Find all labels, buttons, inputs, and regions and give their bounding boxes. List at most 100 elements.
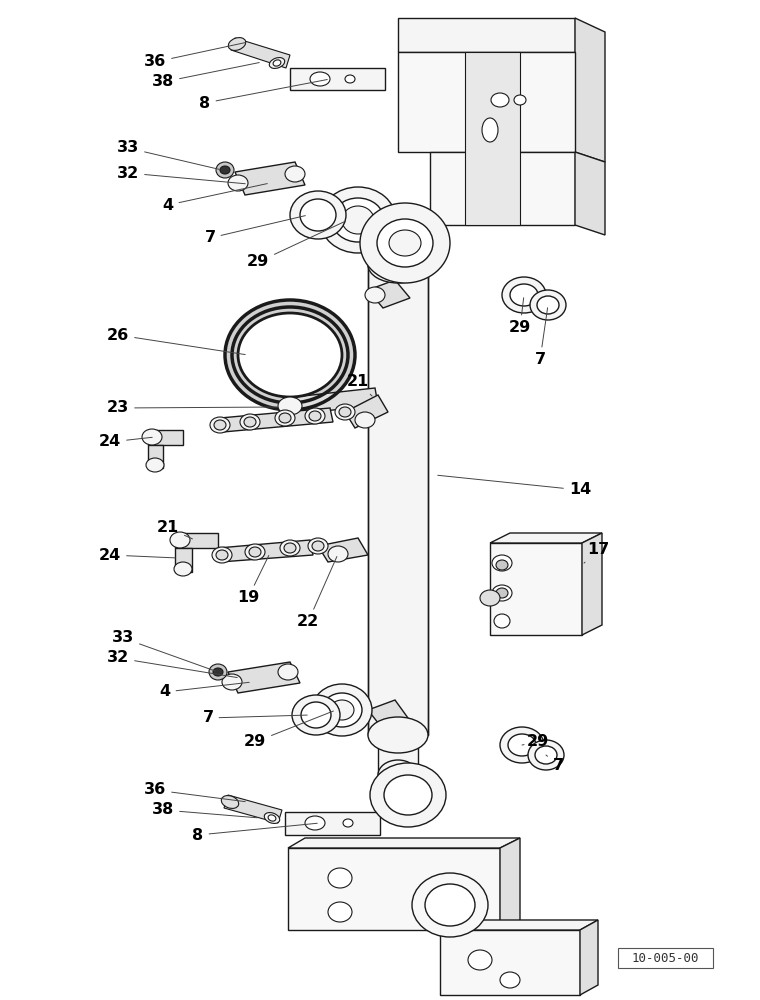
Ellipse shape bbox=[343, 819, 353, 827]
Polygon shape bbox=[235, 162, 305, 195]
Ellipse shape bbox=[308, 538, 328, 554]
Polygon shape bbox=[224, 795, 282, 823]
Polygon shape bbox=[575, 18, 605, 162]
Polygon shape bbox=[175, 548, 192, 572]
Text: 32: 32 bbox=[107, 650, 237, 678]
Ellipse shape bbox=[508, 734, 536, 756]
Ellipse shape bbox=[216, 162, 234, 178]
Text: 38: 38 bbox=[152, 63, 259, 90]
Text: 29: 29 bbox=[522, 734, 549, 750]
Polygon shape bbox=[490, 543, 582, 635]
Polygon shape bbox=[378, 735, 418, 775]
Polygon shape bbox=[228, 662, 300, 693]
Ellipse shape bbox=[328, 546, 348, 562]
Polygon shape bbox=[285, 812, 380, 835]
Ellipse shape bbox=[330, 700, 354, 720]
Ellipse shape bbox=[245, 544, 265, 560]
Ellipse shape bbox=[210, 417, 230, 433]
Ellipse shape bbox=[320, 187, 396, 253]
Polygon shape bbox=[490, 533, 602, 543]
Ellipse shape bbox=[510, 284, 538, 306]
Text: 8: 8 bbox=[199, 80, 328, 110]
Ellipse shape bbox=[355, 412, 375, 428]
Ellipse shape bbox=[292, 695, 340, 735]
Ellipse shape bbox=[365, 287, 385, 303]
Text: 33: 33 bbox=[112, 631, 215, 671]
Ellipse shape bbox=[146, 458, 164, 472]
Ellipse shape bbox=[174, 562, 192, 576]
Ellipse shape bbox=[360, 203, 450, 283]
Ellipse shape bbox=[345, 75, 355, 83]
Text: 14: 14 bbox=[438, 475, 591, 497]
Ellipse shape bbox=[285, 166, 305, 182]
Ellipse shape bbox=[279, 413, 291, 423]
Ellipse shape bbox=[370, 763, 446, 827]
Ellipse shape bbox=[328, 868, 352, 888]
Ellipse shape bbox=[496, 588, 508, 598]
Text: 22: 22 bbox=[297, 557, 337, 630]
Ellipse shape bbox=[280, 540, 300, 556]
Text: 7: 7 bbox=[204, 216, 306, 245]
Text: 10-005-00: 10-005-00 bbox=[632, 952, 698, 964]
Polygon shape bbox=[148, 430, 183, 445]
Ellipse shape bbox=[249, 547, 261, 557]
Polygon shape bbox=[465, 52, 520, 225]
Ellipse shape bbox=[377, 219, 433, 267]
Text: 32: 32 bbox=[117, 165, 245, 184]
Ellipse shape bbox=[290, 191, 346, 239]
Ellipse shape bbox=[500, 972, 520, 988]
Ellipse shape bbox=[502, 277, 546, 313]
Ellipse shape bbox=[480, 590, 500, 606]
Polygon shape bbox=[285, 388, 378, 415]
Ellipse shape bbox=[310, 72, 330, 86]
Ellipse shape bbox=[301, 702, 331, 728]
Ellipse shape bbox=[273, 60, 281, 66]
Text: 7: 7 bbox=[546, 755, 564, 772]
Ellipse shape bbox=[305, 408, 325, 424]
Text: 29: 29 bbox=[247, 221, 346, 269]
Ellipse shape bbox=[216, 550, 228, 560]
Polygon shape bbox=[148, 445, 163, 468]
Text: 26: 26 bbox=[107, 328, 245, 355]
Ellipse shape bbox=[514, 95, 526, 105]
Text: 29: 29 bbox=[509, 298, 531, 336]
Ellipse shape bbox=[468, 950, 492, 970]
Ellipse shape bbox=[221, 796, 239, 808]
Ellipse shape bbox=[491, 93, 509, 107]
Ellipse shape bbox=[244, 417, 256, 427]
Ellipse shape bbox=[368, 717, 428, 753]
Text: 4: 4 bbox=[160, 682, 249, 700]
Ellipse shape bbox=[278, 664, 298, 680]
Polygon shape bbox=[580, 920, 598, 995]
Ellipse shape bbox=[378, 760, 418, 790]
FancyBboxPatch shape bbox=[618, 948, 713, 968]
Ellipse shape bbox=[240, 414, 260, 430]
Polygon shape bbox=[398, 18, 575, 52]
Polygon shape bbox=[368, 265, 428, 735]
Ellipse shape bbox=[389, 230, 421, 256]
Polygon shape bbox=[368, 280, 410, 308]
Ellipse shape bbox=[378, 210, 418, 240]
Ellipse shape bbox=[322, 693, 362, 727]
Polygon shape bbox=[430, 152, 575, 225]
Text: 19: 19 bbox=[237, 555, 269, 605]
Polygon shape bbox=[378, 225, 418, 265]
Text: 21: 21 bbox=[347, 374, 372, 396]
Ellipse shape bbox=[209, 664, 227, 680]
Text: 23: 23 bbox=[107, 400, 277, 416]
Text: 4: 4 bbox=[163, 184, 268, 213]
Ellipse shape bbox=[537, 296, 559, 314]
Ellipse shape bbox=[535, 746, 557, 764]
Polygon shape bbox=[582, 533, 602, 635]
Polygon shape bbox=[318, 538, 368, 562]
Polygon shape bbox=[500, 838, 520, 930]
Ellipse shape bbox=[528, 740, 564, 770]
Ellipse shape bbox=[284, 543, 296, 553]
Ellipse shape bbox=[496, 560, 508, 570]
Ellipse shape bbox=[309, 411, 321, 421]
Ellipse shape bbox=[482, 118, 498, 142]
Text: 21: 21 bbox=[157, 520, 192, 539]
Ellipse shape bbox=[222, 674, 242, 690]
Ellipse shape bbox=[332, 198, 384, 242]
Ellipse shape bbox=[264, 813, 280, 823]
